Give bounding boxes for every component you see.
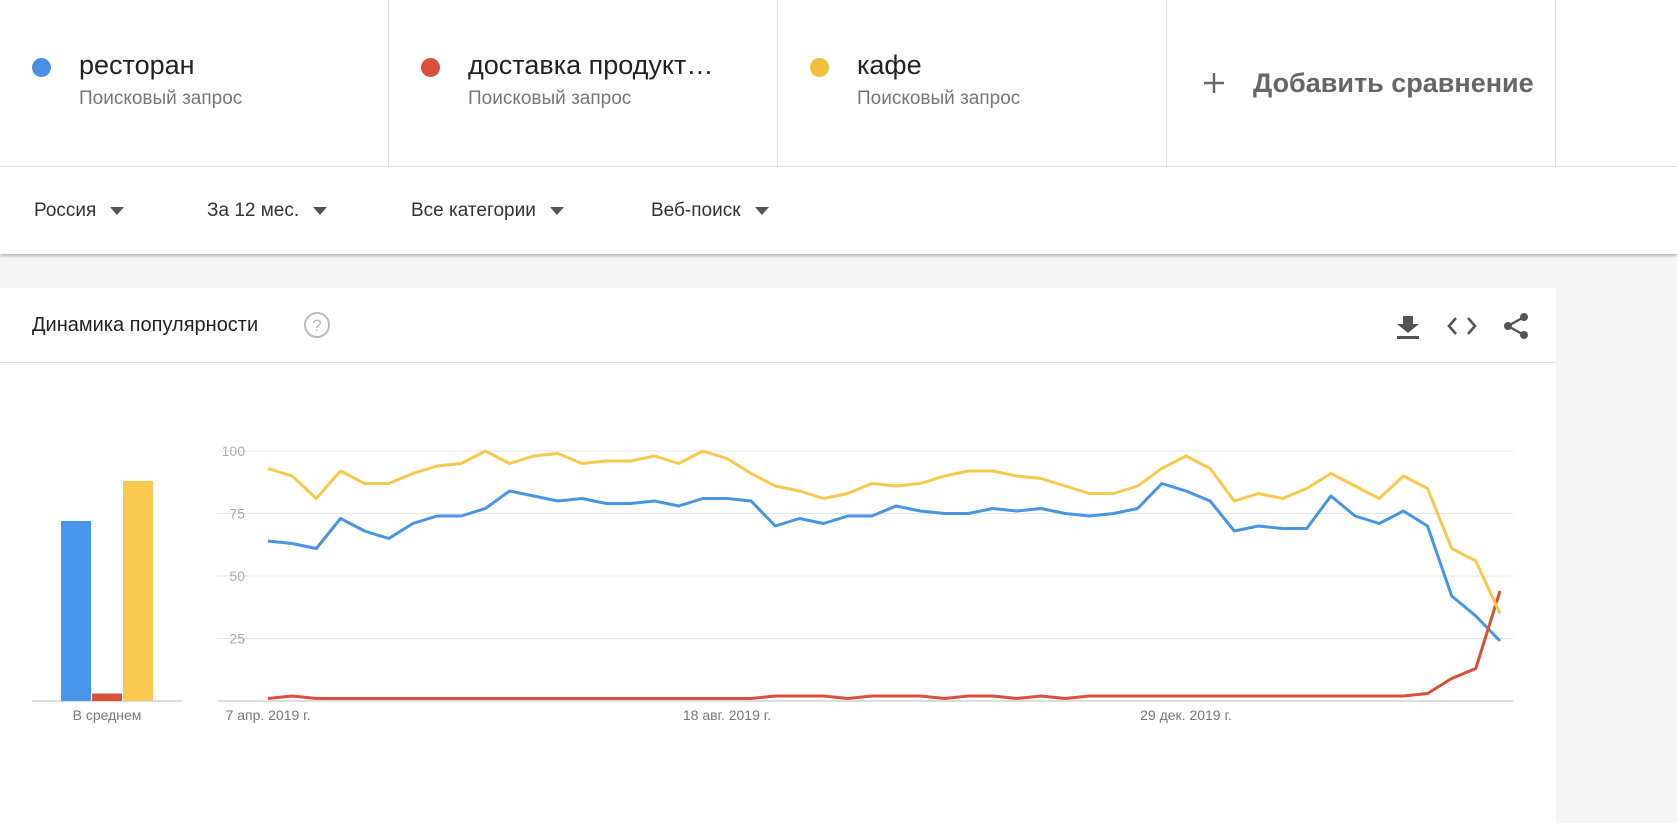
term-dot — [810, 58, 829, 77]
term-card[interactable]: ресторан Поисковый запрос — [0, 0, 389, 166]
svg-text:?: ? — [312, 316, 321, 335]
bar — [61, 521, 91, 701]
y-tick-label: 100 — [222, 443, 246, 459]
filter-label: Россия — [34, 200, 97, 221]
term-dot — [32, 58, 51, 77]
filter[interactable]: Россия — [34, 200, 125, 222]
filter[interactable]: Все категории — [411, 200, 564, 222]
comparison-bar: ресторан Поисковый запрос доставка проду… — [0, 0, 1677, 167]
add-text: Добавить сравнение — [1253, 68, 1534, 98]
term-name: ресторан — [79, 50, 195, 80]
bar — [123, 481, 153, 701]
x-tick-label: В среднем — [73, 707, 142, 723]
dropdown-arrow — [549, 206, 564, 215]
filter[interactable]: За 12 мес. — [207, 200, 328, 222]
y-tick-label: 50 — [229, 568, 245, 584]
term-card[interactable]: доставка продукт… Поисковый запрос — [389, 0, 778, 166]
filter-label: Веб-поиск — [651, 200, 741, 221]
y-tick-label: 75 — [229, 506, 245, 522]
series-line — [267, 590, 1502, 700]
dropdown-arrow — [754, 206, 769, 215]
embed-icon[interactable] — [1447, 316, 1477, 336]
term-card[interactable]: кафе Поисковый запрос — [778, 0, 1167, 166]
term-dot — [421, 58, 440, 77]
bar — [92, 693, 122, 701]
term-sub: Поисковый запрос — [857, 88, 1021, 109]
filter[interactable]: Веб-поиск — [651, 200, 769, 222]
term-sub: Поисковый запрос — [79, 88, 243, 109]
panel: Динамика популярности ? — [0, 288, 1556, 823]
term-sub: Поисковый запрос — [468, 88, 632, 109]
series-line — [267, 449, 1502, 615]
download-icon[interactable] — [1396, 314, 1420, 340]
term-name: кафе — [857, 50, 922, 80]
share-icon[interactable] — [1502, 312, 1530, 340]
filter-label: За 12 мес. — [207, 200, 300, 221]
panel-title: Динамика популярности — [32, 314, 259, 336]
y-tick-label: 25 — [229, 631, 245, 647]
term-name: доставка продукт… — [468, 50, 714, 80]
dropdown-arrow — [110, 206, 125, 215]
x-tick-label: 18 авг. 2019 г. — [683, 707, 771, 723]
filter-label: Все категории — [411, 200, 536, 221]
add-comparison[interactable]: Добавить сравнение — [1167, 0, 1556, 166]
series-line — [267, 482, 1502, 643]
divider — [0, 362, 1556, 363]
plus-icon — [1204, 73, 1224, 93]
dropdown-arrow — [313, 206, 328, 215]
filter-bar: Россия За 12 мес. Все категории Веб-поис… — [0, 167, 1677, 254]
help-icon[interactable]: ? — [303, 311, 331, 339]
x-tick-label: 7 апр. 2019 г. — [226, 707, 311, 723]
x-tick-label: 29 дек. 2019 г. — [1140, 707, 1232, 723]
